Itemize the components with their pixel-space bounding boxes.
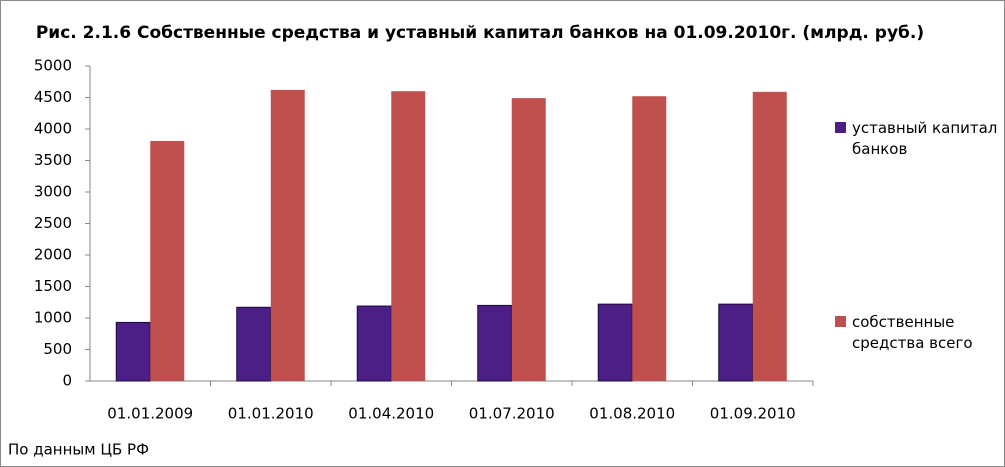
x-tick-label: 01.01.2010: [228, 405, 314, 423]
legend-item: собственные средства всего: [835, 312, 1002, 354]
bar: [752, 91, 787, 381]
bar: [597, 303, 633, 382]
y-tick-label: 3500: [34, 151, 72, 169]
x-tick-label: 01.09.2010: [710, 405, 796, 423]
chart-title: Рис. 2.1.6 Собственные средства и уставн…: [36, 23, 924, 43]
y-tick-label: 1500: [34, 277, 72, 295]
bar: [511, 98, 546, 381]
legend-swatch: [835, 122, 846, 133]
x-tick-label: 01.08.2010: [589, 405, 675, 423]
source-note: По данным ЦБ РФ: [8, 441, 149, 459]
bar: [150, 140, 185, 381]
bar: [270, 89, 305, 381]
y-tick-label: 4500: [34, 88, 72, 106]
bar: [632, 96, 667, 382]
y-tick-label: 4000: [34, 120, 72, 138]
y-tick-label: 3000: [34, 183, 72, 201]
bar: [115, 321, 151, 382]
y-tick-label: 500: [43, 340, 72, 358]
y-tick-label: 2500: [34, 214, 72, 232]
bar: [236, 306, 272, 382]
y-tick-label: 1000: [34, 309, 72, 327]
x-tick-label: 01.07.2010: [469, 405, 555, 423]
bar: [477, 304, 513, 382]
y-tick-label: 2000: [34, 246, 72, 264]
bar: [356, 305, 392, 382]
legend-label: собственные средства всего: [852, 313, 973, 352]
legend-item: уставный капитал банков: [835, 118, 1002, 160]
legend-label: уставный капитал банков: [852, 119, 998, 158]
legend-swatch: [835, 316, 846, 327]
y-tick-label: 5000: [34, 57, 72, 75]
x-tick-label: 01.01.2009: [107, 405, 193, 423]
y-tick-label: 0: [62, 372, 72, 390]
bar: [718, 303, 754, 382]
x-tick-label: 01.04.2010: [348, 405, 434, 423]
bar: [391, 91, 426, 381]
